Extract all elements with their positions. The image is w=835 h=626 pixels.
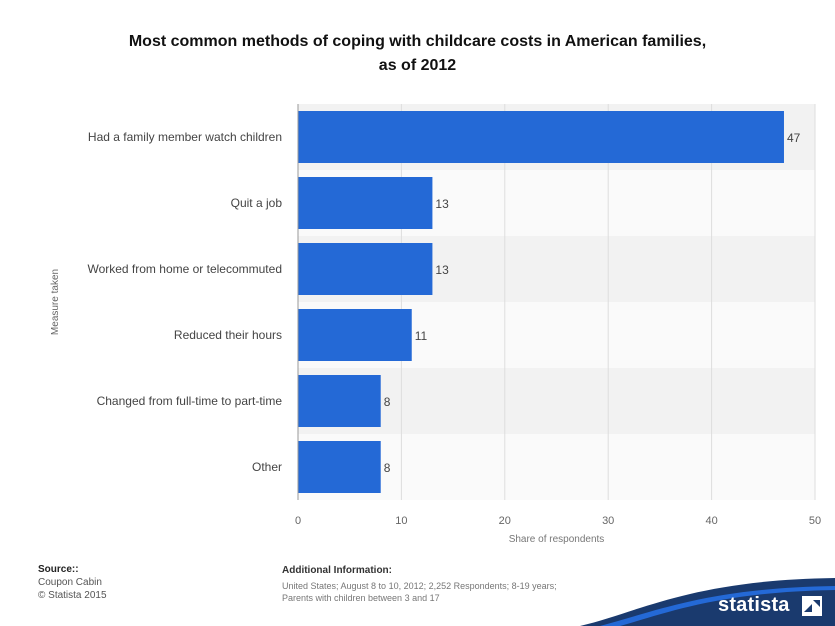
value-label: 13	[435, 263, 449, 277]
additional-info-line: United States; August 8 to 10, 2012; 2,2…	[282, 581, 557, 591]
value-label: 11	[415, 329, 428, 343]
bar	[298, 111, 784, 163]
value-label: 13	[435, 197, 449, 211]
row-band	[298, 368, 815, 434]
category-label: Changed from full-time to part-time	[97, 394, 283, 408]
additional-info-block: Additional Information: United States; A…	[282, 565, 612, 604]
bar	[298, 375, 381, 427]
category-label: Other	[252, 460, 282, 474]
y-axis-label: Measure taken	[50, 269, 61, 335]
source-line: Coupon Cabin	[38, 577, 102, 588]
bar	[298, 309, 412, 361]
category-label: Worked from home or telecommuted	[87, 262, 282, 276]
row-band	[298, 434, 815, 500]
category-label: Quit a job	[231, 196, 283, 210]
bars	[298, 111, 784, 493]
additional-info-line: Parents with children between 3 and 17	[282, 593, 440, 603]
statista-logo-icon	[802, 596, 822, 616]
chart-title: Most common methods of coping with child…	[0, 30, 835, 78]
x-tick-label: 30	[602, 515, 614, 527]
chart-title-line-2: as of 2012	[378, 57, 457, 74]
x-tick-label: 40	[705, 515, 717, 527]
value-label: 8	[384, 395, 391, 409]
category-label: Had a family member watch children	[88, 130, 282, 144]
x-tick-labels: 0 10 20 30 40 50	[295, 515, 821, 527]
x-axis-label: Share of respondents	[509, 534, 605, 545]
copyright-line: © Statista 2015	[38, 590, 107, 601]
bar	[298, 441, 381, 493]
chart-title-line-1: Most common methods of coping with child…	[128, 33, 707, 50]
category-label: Reduced their hours	[174, 328, 282, 342]
bar	[298, 243, 433, 295]
source-block: Source:: Coupon Cabin © Statista 2015	[38, 563, 107, 602]
gridlines	[400, 104, 816, 500]
value-label: 8	[384, 461, 391, 475]
brand-wave	[580, 578, 835, 626]
row-bands	[298, 104, 815, 500]
bar	[298, 177, 433, 229]
x-tick-label: 50	[809, 515, 821, 527]
value-labels: 47 13 13 11 8 8	[384, 131, 801, 475]
value-label: 47	[787, 131, 801, 145]
category-labels: Had a family member watch children Quit a…	[87, 130, 282, 474]
x-tick-label: 20	[499, 515, 511, 527]
bar-chart: Had a family member watch children Quit a…	[50, 104, 821, 545]
source-heading: Source::	[38, 564, 79, 575]
statista-logo-text: statista	[718, 594, 790, 616]
x-tick-label: 10	[395, 515, 407, 527]
additional-info-heading: Additional Information:	[282, 565, 392, 576]
x-tick-label: 0	[295, 515, 301, 527]
